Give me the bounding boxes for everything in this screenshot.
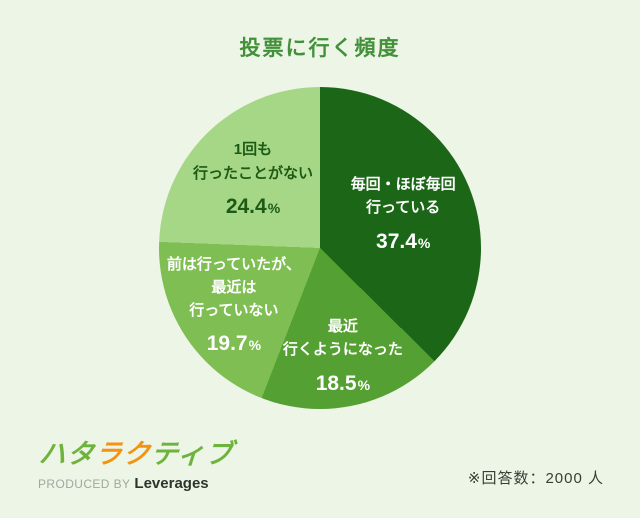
- byline: PRODUCED BY Leverages: [38, 475, 232, 492]
- slice-percentage: 24.4%: [225, 194, 281, 218]
- slice-percentage: 37.4%: [376, 229, 431, 253]
- slice-percentage: 19.7%: [206, 332, 262, 356]
- brand-segment: ハタ: [37, 439, 97, 469]
- pie-slice-label: 最近 行くようになった 18.5%: [283, 315, 403, 396]
- slice-name: 最近 行くようになった: [282, 317, 403, 359]
- pie-slice-label: 1回も 行ったことがない 24.4%: [193, 138, 313, 219]
- brand-logo: ハタラクティブ PRODUCED BY Leverages: [37, 439, 235, 492]
- pie-graphic: [159, 87, 481, 409]
- produced-by-label: PRODUCED BY: [38, 477, 131, 491]
- brand-segment: ティブ: [149, 439, 235, 469]
- pie-slice-label: 毎回・ほぼ毎回 行っている 37.4%: [351, 173, 456, 254]
- slice-percentage: 18.5%: [315, 371, 371, 395]
- slice-name: 1回も 行ったことがない: [192, 141, 313, 182]
- chart-title: 投票に行く頻度: [239, 37, 401, 60]
- slice-name: 前は行っていたが、 最近は 行っていない: [166, 255, 301, 320]
- company-name: Leverages: [134, 475, 209, 492]
- pie-chart: 毎回・ほぼ毎回 行っている 37.4% 最近 行くようになった 18.5% 前は行っていたが…: [159, 87, 481, 409]
- respondent-count-note: ※回答数：2000 人: [467, 470, 604, 487]
- brand-wordmark: ハタラクティブ: [37, 439, 235, 469]
- pie-slice-label: 前は行っていたが、 最近は 行っていない 19.7%: [167, 253, 301, 357]
- slice-name: 毎回・ほぼ毎回 行っている: [350, 175, 456, 217]
- brand-segment: ラク: [93, 439, 153, 469]
